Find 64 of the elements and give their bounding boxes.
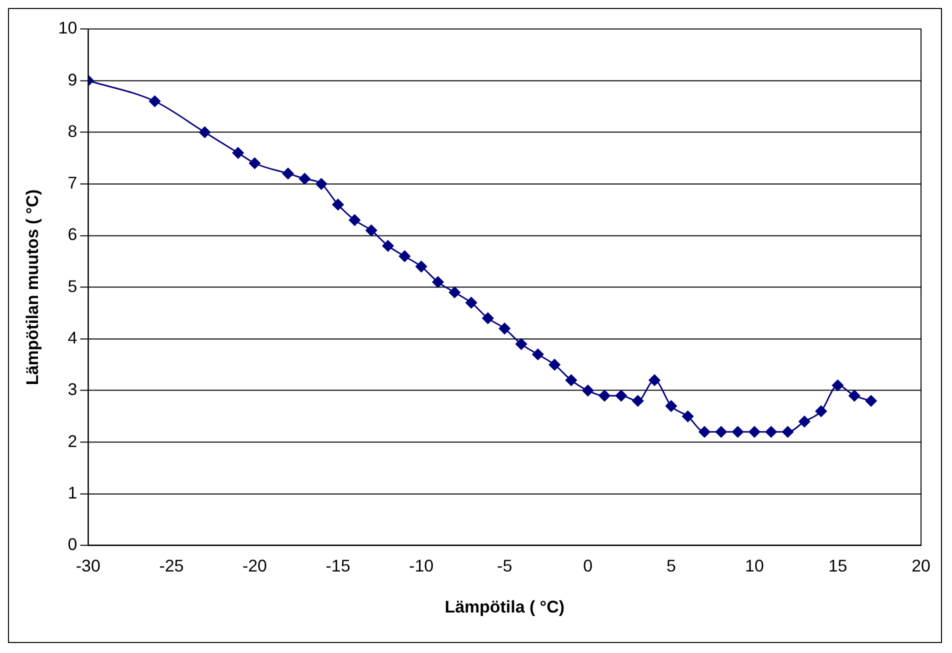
x-tick-label: -30 [76,556,100,576]
point [366,224,378,236]
point [482,312,494,324]
point [582,384,594,396]
x-tick-label: -15 [326,556,350,576]
point [248,158,260,169]
x-tick-label: -20 [242,556,267,576]
point [765,426,777,438]
point [632,395,644,407]
point [516,338,527,350]
point [732,426,744,438]
y-tick-label: 10 [58,18,78,38]
point [332,198,344,210]
y-tick-label: 5 [68,276,78,296]
y-tick-label: 3 [68,380,78,400]
point [199,126,210,138]
y-tick-label: 9 [68,70,78,90]
point [848,390,860,402]
x-tick-label: 10 [745,556,764,576]
x-tick-label: 20 [912,556,930,576]
point [682,410,694,422]
point [398,250,410,262]
x-tick-label: 15 [828,556,848,576]
y-axis-title: Lämpötilan muutos ( °C) [22,189,42,386]
point [798,416,810,428]
point [598,390,610,402]
y-tick-label: 2 [68,432,78,451]
x-tick-label: 5 [666,556,676,576]
y-tick-label: 8 [68,122,78,141]
point [316,178,328,190]
point [548,358,560,370]
y-tick-label: 1 [68,484,78,503]
point [832,380,844,392]
point [565,374,577,386]
point [382,240,394,252]
x-tick-label: -5 [497,556,512,576]
point [615,390,627,402]
point [348,214,360,226]
point [865,395,877,407]
x-tick-label: 0 [583,556,593,576]
x-axis-title: Lämpötila ( °C) [444,598,564,617]
point [498,322,510,334]
point [448,286,460,298]
point [416,260,428,272]
point [232,147,244,159]
y-tick-label: 4 [68,328,78,348]
point [532,348,544,360]
x-tick-label: -25 [159,556,184,576]
point [466,296,478,308]
point [432,276,444,288]
point [149,96,161,107]
point [648,374,660,386]
point [698,426,710,438]
y-tick-label: 6 [68,225,78,244]
point [298,173,310,184]
point [665,400,677,412]
y-tick-label: 0 [68,535,78,554]
x-tick-label: -10 [409,556,434,576]
point [748,426,760,438]
point [282,168,294,180]
point [782,426,794,438]
y-tick-label: 7 [68,174,78,193]
point [815,405,827,417]
point [715,426,727,438]
